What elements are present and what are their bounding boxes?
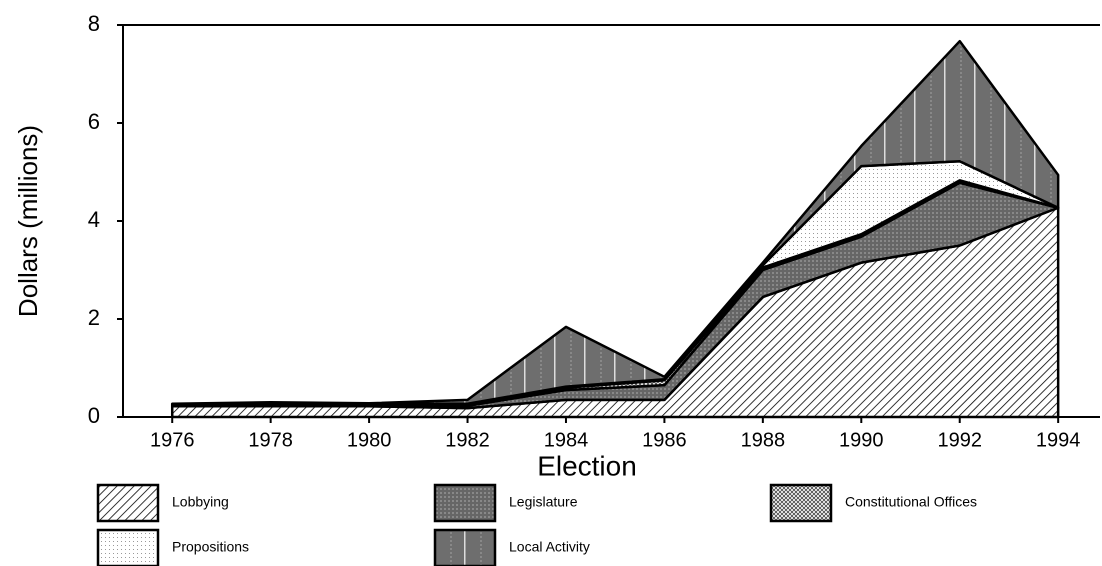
- x-tick-label: 1992: [937, 429, 982, 451]
- y-tick-label: 2: [88, 305, 100, 330]
- x-tick-label: 1988: [741, 429, 786, 451]
- legend-label: Local Activity: [509, 539, 590, 555]
- legend-swatch: [433, 528, 497, 566]
- legend-swatch: [96, 528, 160, 566]
- x-tick-label: 1976: [150, 429, 195, 451]
- legend-label: Constitutional Offices: [845, 494, 977, 510]
- x-tick-label: 1978: [248, 429, 293, 451]
- x-tick-label: 1982: [445, 429, 490, 451]
- y-tick-label: 6: [88, 109, 100, 134]
- x-tick-label: 1994: [1036, 429, 1081, 451]
- x-tick-label: 1980: [347, 429, 392, 451]
- x-axis-label: Election: [537, 450, 637, 481]
- y-tick-label: 0: [88, 403, 100, 428]
- x-tick-label: 1986: [642, 429, 687, 451]
- area: [170, 39, 1060, 406]
- x-tick-label: 1984: [544, 429, 589, 451]
- legend-swatch: [433, 483, 497, 523]
- legend-swatch: [769, 483, 833, 523]
- legend-swatch: [96, 483, 160, 523]
- x-tick-label: 1990: [839, 429, 884, 451]
- legend-label: Legislature: [509, 494, 578, 510]
- legend-label: Lobbying: [172, 494, 229, 510]
- y-tick-label: 4: [88, 207, 100, 232]
- y-tick-label: 8: [88, 11, 100, 36]
- legend-label: Propositions: [172, 539, 249, 555]
- y-axis-label: Dollars (millions): [13, 125, 43, 317]
